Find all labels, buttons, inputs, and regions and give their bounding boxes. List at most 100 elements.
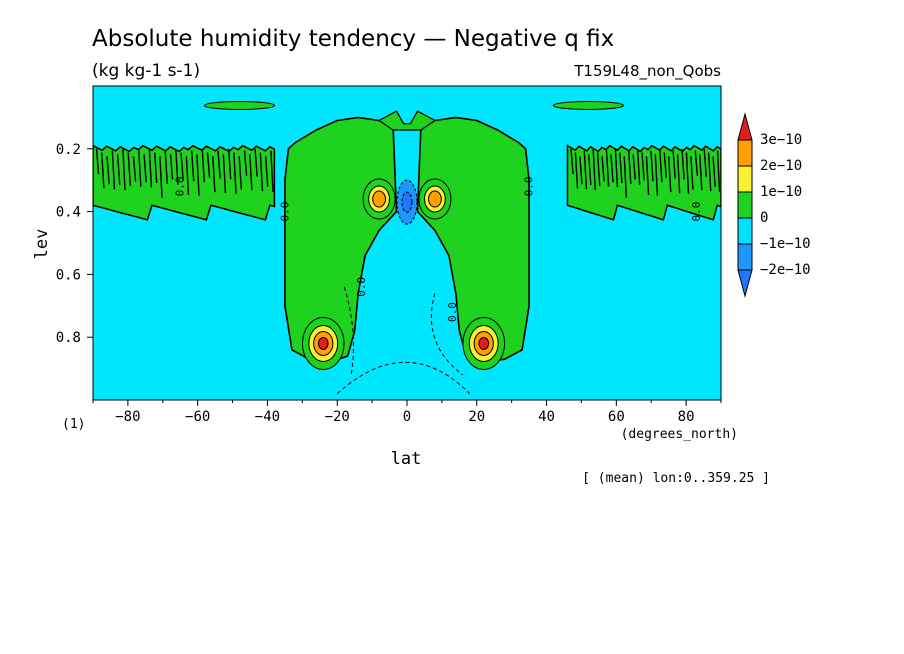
contour-wiggle	[127, 152, 131, 186]
x-axis-label: lat	[391, 449, 422, 469]
contour-wiggle	[122, 148, 126, 191]
contour-wiggle	[249, 154, 253, 191]
contour-wiggle	[610, 154, 614, 183]
contour-wiggle	[106, 156, 110, 185]
y-axis-units: (1)	[62, 417, 85, 432]
contour-wiggle	[690, 156, 694, 190]
contour-wiggle	[641, 152, 645, 181]
x-tick-label: 0	[403, 409, 411, 425]
footer-note: [ (mean) lon:0..359.25 ]	[582, 471, 770, 486]
x-tick-label: 80	[678, 409, 695, 425]
x-tick-label: −40	[255, 409, 280, 425]
contour-wiggle	[712, 156, 716, 187]
contour-wiggle	[685, 152, 690, 194]
contour-label: 0.0	[174, 177, 187, 197]
contour-wiggle	[645, 156, 650, 195]
contour-label: 0.0	[690, 202, 703, 222]
x-tick-label: −60	[185, 409, 210, 425]
x-tick-label: −20	[325, 409, 350, 425]
contour-wiggle	[703, 148, 707, 177]
x-axis-units: (degrees_north)	[621, 427, 738, 442]
colorbar-swatch	[737, 112, 753, 141]
contour-label: 0.0	[355, 277, 368, 297]
field-max-lower-nh	[462, 316, 506, 370]
field-strip-nh	[552, 100, 624, 110]
y-tick-label: 0.6	[56, 267, 81, 283]
colorbar-label: 2e−10	[760, 158, 802, 174]
colorbar-swatch	[737, 139, 753, 167]
contour-wiggle	[212, 156, 216, 193]
chart-title: Absolute humidity tendency — Negative q …	[92, 26, 614, 52]
colorbar-swatch	[737, 165, 753, 193]
contour-wiggle	[132, 156, 137, 182]
contour-wiggle	[667, 156, 672, 193]
contour-wiggle	[632, 154, 636, 180]
contour-wiggle	[623, 156, 628, 198]
y-axis-label: lev	[32, 229, 52, 260]
plot-area: 0.0 0.0 0.0 0.0 0.0 0.0	[92, 85, 722, 401]
contour-wiggle	[95, 148, 100, 174]
contour-wiggle	[676, 154, 681, 194]
contour-wiggle	[601, 156, 605, 182]
contour-wiggle	[196, 154, 200, 196]
contour-wiggle	[201, 148, 206, 183]
contour-wiggle	[650, 150, 654, 182]
y-tick-label: 0.8	[56, 330, 81, 346]
contour-wiggle	[588, 154, 592, 186]
run-label: T159L48_non_Qobs	[573, 62, 721, 81]
chart-units: (kg kg-1 s-1)	[92, 61, 200, 81]
contour-wiggle	[716, 150, 721, 192]
contour-wiggle	[222, 154, 227, 194]
field-strip-sh	[204, 100, 276, 110]
contour-wiggle	[579, 156, 583, 185]
field-max-upper-nh	[418, 178, 452, 220]
contour-wiggle	[663, 152, 668, 178]
contour-wiggle	[101, 152, 105, 189]
colorbar-label: −1e−10	[760, 236, 811, 252]
contour-negative-nh	[431, 293, 464, 376]
contour-wiggle	[164, 150, 169, 184]
contour-wiggle	[605, 150, 610, 187]
contour-wiggle	[169, 154, 174, 180]
contour-wiggle	[636, 148, 641, 185]
contour-wiggle	[116, 154, 121, 186]
colorbar-swatch	[737, 217, 753, 245]
x-axis: −80 −60 −40 −20 0 20 40 60 80	[92, 400, 722, 425]
contour-wiggle	[583, 150, 588, 190]
colorbar-label: −2e−10	[760, 262, 811, 278]
contour-wiggle	[619, 152, 623, 184]
contour-wiggle	[159, 156, 163, 198]
contour-wiggle	[238, 156, 243, 190]
contour-wiggle	[681, 148, 685, 180]
contour-wiggle	[153, 152, 158, 184]
x-tick-label: 40	[538, 409, 555, 425]
field-max-lower-sh	[301, 316, 345, 370]
colorbar-swatch	[737, 269, 753, 298]
contour-wiggle	[180, 152, 184, 181]
contour-wiggle	[217, 150, 221, 179]
contour-label: 0.0	[446, 302, 459, 322]
contour-wiggle	[259, 152, 264, 192]
field-lobe-sh	[284, 116, 398, 364]
contour-wiggle	[570, 148, 574, 174]
colorbar-label: 0	[760, 210, 768, 226]
contour-wiggle	[672, 150, 676, 179]
contour-wiggle	[614, 148, 619, 188]
y-tick-label: 0.4	[56, 205, 81, 221]
y-tick-label: 0.2	[56, 142, 81, 158]
contour-wiggle	[659, 148, 663, 183]
contour-wiggle	[148, 148, 153, 188]
field-bridge	[377, 110, 437, 131]
contour-wiggle	[206, 152, 211, 178]
x-tick-label: −80	[115, 409, 140, 425]
contour-wiggle	[190, 150, 195, 182]
x-tick-label: 60	[608, 409, 625, 425]
contour-wiggle	[592, 148, 596, 191]
contour-wiggle	[699, 154, 703, 191]
contour-wiggle	[270, 150, 274, 192]
field-background	[93, 86, 721, 400]
colorbar-label: 1e−10	[760, 184, 802, 200]
field-lobe-nh	[416, 116, 530, 364]
contour-wiggle	[574, 152, 579, 189]
